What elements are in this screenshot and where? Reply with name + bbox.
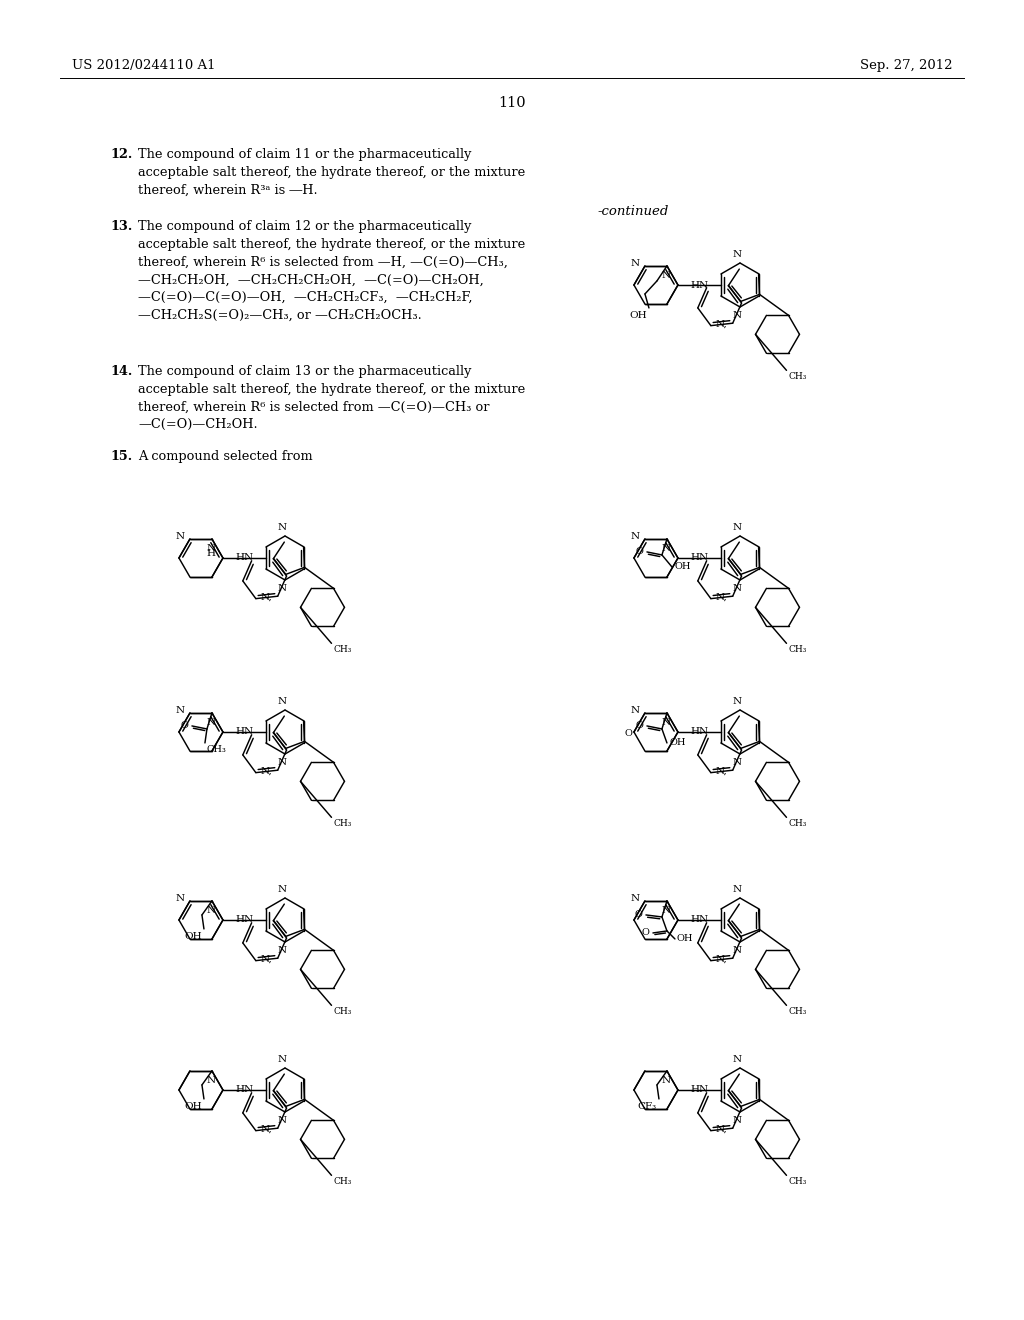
Text: HN: HN (236, 916, 254, 924)
Text: 15.: 15. (110, 450, 132, 463)
Text: N: N (732, 523, 741, 532)
Text: N: N (631, 706, 640, 715)
Text: HN: HN (236, 1085, 254, 1094)
Text: N,: N, (261, 956, 272, 964)
Text: O: O (635, 548, 643, 557)
Text: OH: OH (675, 562, 691, 572)
Text: CH₃: CH₃ (334, 1007, 352, 1016)
Text: N: N (278, 523, 287, 532)
Text: The compound of claim 12 or the pharmaceutically
acceptable salt thereof, the hy: The compound of claim 12 or the pharmace… (138, 220, 525, 322)
Text: N: N (732, 1115, 741, 1125)
Text: HN: HN (236, 553, 254, 562)
Text: N: N (278, 697, 287, 706)
Text: N: N (662, 271, 671, 280)
Text: N,: N, (261, 593, 272, 602)
Text: CH₃: CH₃ (788, 1177, 807, 1187)
Text: N: N (278, 1055, 287, 1064)
Text: OH: OH (630, 312, 647, 319)
Text: 13.: 13. (110, 220, 132, 234)
Text: N: N (278, 583, 287, 593)
Text: N: N (176, 532, 185, 541)
Text: N: N (662, 1076, 671, 1085)
Text: O: O (180, 722, 188, 730)
Text: N,: N, (261, 1125, 272, 1134)
Text: N,: N, (716, 593, 728, 602)
Text: N: N (207, 906, 215, 915)
Text: OH: OH (677, 935, 693, 944)
Text: O: O (641, 928, 649, 937)
Text: N: N (732, 583, 741, 593)
Text: N: N (278, 884, 287, 894)
Text: N: N (662, 906, 671, 915)
Text: HN: HN (691, 553, 709, 562)
Text: N: N (207, 1076, 215, 1085)
Text: N: N (732, 946, 741, 954)
Text: N,: N, (716, 321, 728, 329)
Text: N,: N, (716, 767, 728, 776)
Text: N: N (732, 1055, 741, 1064)
Text: CH₃: CH₃ (788, 820, 807, 829)
Text: N: N (662, 718, 671, 727)
Text: O: O (635, 722, 643, 730)
Text: O: O (634, 911, 642, 920)
Text: CH₃: CH₃ (334, 1177, 352, 1187)
Text: CH₃: CH₃ (788, 1007, 807, 1016)
Text: N: N (278, 946, 287, 954)
Text: N: N (631, 532, 640, 541)
Text: N: N (278, 1115, 287, 1125)
Text: OH: OH (184, 1102, 202, 1111)
Text: N: N (732, 758, 741, 767)
Text: HN: HN (691, 727, 709, 737)
Text: N: N (207, 544, 215, 553)
Text: US 2012/0244110 A1: US 2012/0244110 A1 (72, 58, 215, 71)
Text: N,: N, (716, 956, 728, 964)
Text: 110: 110 (499, 96, 525, 110)
Text: N: N (176, 706, 185, 715)
Text: OH: OH (184, 932, 202, 941)
Text: CH₃: CH₃ (334, 645, 352, 655)
Text: N: N (176, 895, 185, 903)
Text: N: N (207, 718, 215, 727)
Text: N: N (732, 249, 741, 259)
Text: Sep. 27, 2012: Sep. 27, 2012 (859, 58, 952, 71)
Text: CH₃: CH₃ (207, 744, 227, 754)
Text: N: N (631, 895, 640, 903)
Text: 12.: 12. (110, 148, 132, 161)
Text: 14.: 14. (110, 366, 132, 378)
Text: N: N (631, 260, 640, 268)
Text: -continued: -continued (598, 205, 670, 218)
Text: O: O (624, 730, 632, 738)
Text: N: N (732, 312, 741, 319)
Text: CH₃: CH₃ (788, 645, 807, 655)
Text: The compound of claim 11 or the pharmaceutically
acceptable salt thereof, the hy: The compound of claim 11 or the pharmace… (138, 148, 525, 197)
Text: CH₃: CH₃ (788, 372, 807, 381)
Text: OH: OH (670, 738, 686, 747)
Text: CF₃: CF₃ (638, 1102, 657, 1111)
Text: HN: HN (236, 727, 254, 737)
Text: N,: N, (716, 1125, 728, 1134)
Text: N: N (662, 544, 671, 553)
Text: HN: HN (691, 916, 709, 924)
Text: H: H (207, 549, 215, 558)
Text: A compound selected from: A compound selected from (138, 450, 312, 463)
Text: N,: N, (261, 767, 272, 776)
Text: CH₃: CH₃ (334, 820, 352, 829)
Text: N: N (732, 884, 741, 894)
Text: HN: HN (691, 1085, 709, 1094)
Text: N: N (732, 697, 741, 706)
Text: HN: HN (691, 281, 709, 289)
Text: The compound of claim 13 or the pharmaceutically
acceptable salt thereof, the hy: The compound of claim 13 or the pharmace… (138, 366, 525, 432)
Text: N: N (278, 758, 287, 767)
